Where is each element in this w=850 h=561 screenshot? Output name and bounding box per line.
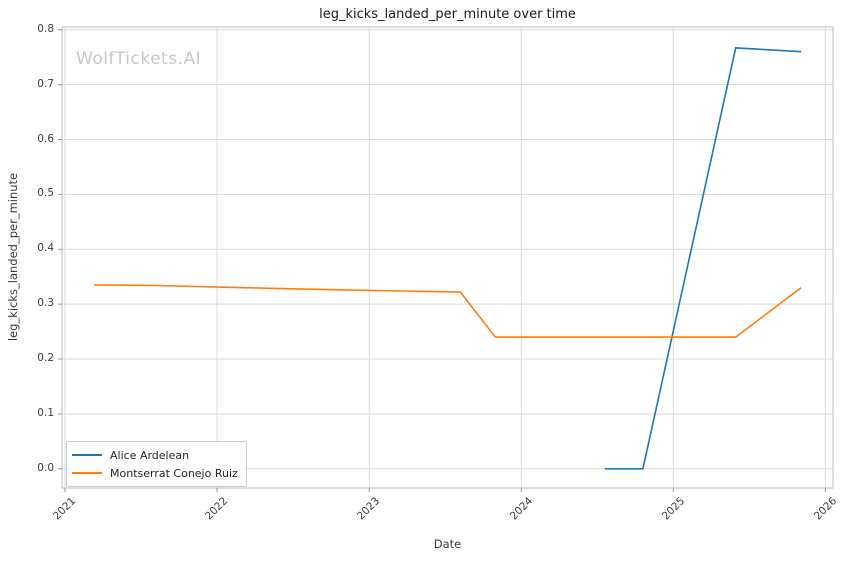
y-tick-label: 0.2 bbox=[37, 352, 54, 365]
legend-label-series-1: Montserrat Conejo Ruiz bbox=[110, 466, 238, 480]
y-tick-label: 0.6 bbox=[37, 132, 54, 145]
legend-item: Alice Ardelean bbox=[72, 446, 238, 464]
y-tick-label: 0.3 bbox=[37, 297, 54, 310]
y-tick-label: 0.8 bbox=[37, 22, 54, 35]
legend-line-swatch-series-1 bbox=[72, 472, 102, 474]
y-tick-label: 0.5 bbox=[37, 187, 54, 200]
legend-label-series-0: Alice Ardelean bbox=[110, 448, 190, 462]
y-tick-label: 0.4 bbox=[37, 242, 54, 255]
legend: Alice Ardelean Montserrat Conejo Ruiz bbox=[66, 441, 247, 487]
chart-title: leg_kicks_landed_per_minute over time bbox=[319, 7, 576, 22]
y-tick-label: 0.7 bbox=[37, 77, 54, 90]
plot-border bbox=[61, 26, 834, 489]
legend-line-swatch-series-0 bbox=[72, 454, 102, 456]
series-line-0 bbox=[604, 47, 802, 470]
legend-item: Montserrat Conejo Ruiz bbox=[72, 464, 238, 482]
x-axis-label: Date bbox=[433, 537, 462, 551]
y-tick-label: 0.0 bbox=[37, 461, 54, 474]
y-tick-label: 0.1 bbox=[37, 406, 54, 419]
watermark: WolfTickets.AI bbox=[76, 49, 202, 69]
y-axis-label: leg_kicks_landed_per_minute bbox=[6, 172, 20, 342]
series-line-1 bbox=[93, 284, 802, 338]
